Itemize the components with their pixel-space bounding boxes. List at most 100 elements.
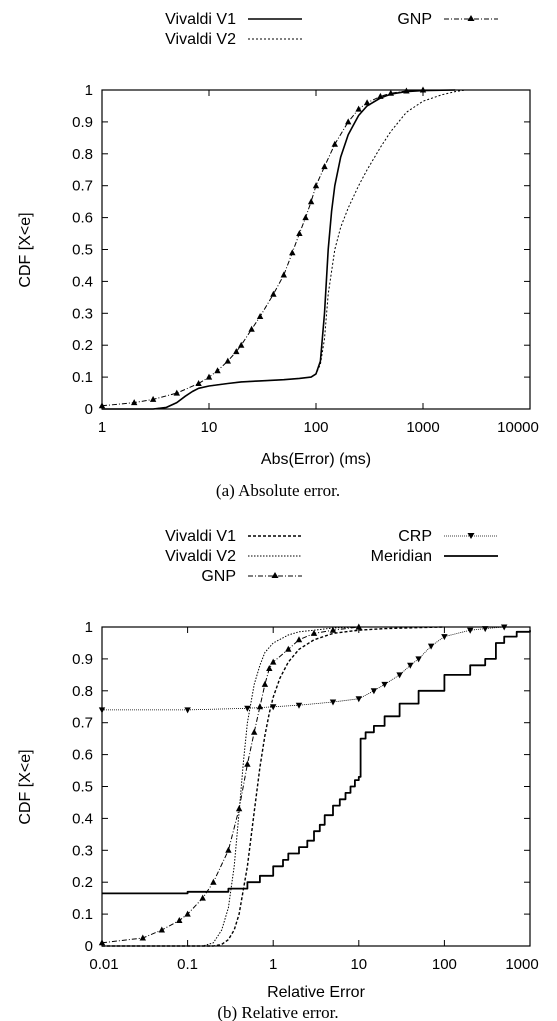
y-tick-a: 0.5 xyxy=(72,242,530,259)
y-axis-label-b: CDF [X<e] xyxy=(17,749,34,824)
y-tick-b: 0.7 xyxy=(72,715,530,732)
x-tick-b: 0.1 xyxy=(177,627,198,973)
caption-a: (a) Absolute error. xyxy=(216,481,340,500)
x-axis-a: 1 10 100 1000 10000 xyxy=(98,90,539,436)
series-marker-gnp xyxy=(235,805,243,812)
y-tick-a: 0.1 xyxy=(72,369,530,386)
y-tick-a: 0.6 xyxy=(72,210,530,227)
series-marker-gnp xyxy=(289,249,296,256)
y-tick-label-b: 0.5 xyxy=(72,779,93,796)
y-tick-b: 0.5 xyxy=(72,779,530,796)
x-tick-label-a: 10 xyxy=(201,419,218,436)
series-marker-gnp xyxy=(251,728,258,735)
legend-a-label-gnp: GNP xyxy=(397,11,432,28)
series-marker-crp xyxy=(467,627,474,634)
series-marker-gnp xyxy=(355,105,362,112)
series-marker-gnp xyxy=(270,658,277,665)
series-marker-crp xyxy=(441,634,448,641)
series-line-vivaldi-v1 xyxy=(102,626,445,947)
series-marker-crp xyxy=(427,643,435,650)
y-tick-b: 0.4 xyxy=(72,810,530,827)
series-marker-gnp xyxy=(295,636,303,643)
series-marker-crp xyxy=(381,681,388,688)
y-tick-label-b: 1 xyxy=(85,619,93,636)
series-marker-crp xyxy=(329,699,337,706)
series-marker-gnp xyxy=(225,846,232,853)
legend-b-label-gnp: GNP xyxy=(201,568,236,585)
caption-b: (b) Relative error. xyxy=(217,1003,338,1021)
legend-a-marker-gnp xyxy=(467,15,475,21)
legend-b-label-vivaldi-v1: Vivaldi V1 xyxy=(165,528,236,545)
y-tick-label-a: 0.1 xyxy=(72,369,93,386)
legend-a-label-vivaldi-v1: Vivaldi V1 xyxy=(165,11,236,28)
series-marker-gnp xyxy=(312,182,320,189)
series-marker-gnp xyxy=(307,198,315,205)
x-tick-label-b: 1000 xyxy=(505,956,538,973)
series-marker-gnp xyxy=(329,626,337,633)
y-tick-b: 0.2 xyxy=(72,874,530,891)
y-tick-a: 0.7 xyxy=(72,178,530,195)
x-tick-label-b: 10 xyxy=(350,956,367,973)
series-marker-gnp xyxy=(139,934,146,941)
x-tick-b: 1000 xyxy=(505,627,539,973)
y-tick-label-a: 0.2 xyxy=(72,337,93,354)
series-group-a xyxy=(98,86,466,410)
series-marker-gnp xyxy=(195,380,202,386)
series-marker-gnp xyxy=(302,214,309,221)
series-marker-gnp xyxy=(233,348,240,355)
plot-frame-a xyxy=(101,89,531,410)
series-marker-crp xyxy=(407,662,414,669)
y-tick-label-b: 0.3 xyxy=(72,842,93,859)
y-tick-label-b: 0.1 xyxy=(72,906,93,923)
legend-b-label-crp: CRP xyxy=(398,528,432,545)
y-tick-label-b: 0.8 xyxy=(72,683,93,700)
x-tick-b: 100 xyxy=(432,627,457,973)
y-tick-label-a: 0.6 xyxy=(72,210,93,227)
series-line-vivaldi-v2 xyxy=(102,626,359,947)
series-marker-gnp xyxy=(244,760,251,767)
y-tick-label-a: 0.8 xyxy=(72,146,93,163)
x-axis-label-b: Relative Error xyxy=(267,984,365,1001)
series-marker-gnp xyxy=(321,163,328,170)
series-marker-gnp xyxy=(238,341,245,348)
x-tick-b: 10 xyxy=(350,627,367,973)
series-marker-crp xyxy=(501,624,508,631)
series-marker-gnp xyxy=(280,271,287,278)
series-marker-gnp xyxy=(345,118,352,125)
y-tick-label-a: 0.7 xyxy=(72,178,93,195)
series-marker-gnp xyxy=(176,917,183,923)
series-marker-gnp xyxy=(98,402,106,409)
y-tick-a: 0.2 xyxy=(72,337,530,354)
series-line-vivaldi-v2 xyxy=(102,89,466,410)
x-tick-label-a: 1000 xyxy=(406,419,439,436)
series-line-meridian xyxy=(102,630,531,895)
series-line-gnp xyxy=(101,89,424,407)
series-marker-gnp xyxy=(131,399,138,406)
series-marker-gnp xyxy=(199,894,206,901)
y-tick-label-b: 0.2 xyxy=(72,874,93,891)
y-tick-a: 1 xyxy=(85,82,530,99)
y-tick-label-a: 0.5 xyxy=(72,242,93,259)
y-tick-label-b: 0 xyxy=(85,938,93,955)
series-line-crp xyxy=(102,626,505,711)
y-tick-b: 0.8 xyxy=(72,683,530,700)
series-marker-gnp xyxy=(248,325,255,332)
series-marker-gnp xyxy=(205,373,213,380)
y-axis-b: 0 0.1 0.2 0.3 0.4 0.5 0.6 0.7 0.8 0.9 1 xyxy=(72,619,530,955)
series-marker-crp xyxy=(355,696,362,703)
series-marker-gnp xyxy=(270,290,277,297)
y-tick-b: 0.1 xyxy=(72,906,530,923)
y-tick-a: 0.8 xyxy=(72,146,530,163)
series-marker-gnp xyxy=(296,230,303,236)
y-tick-label-a: 1 xyxy=(85,82,93,99)
y-tick-b: 1 xyxy=(85,619,530,636)
series-marker-gnp xyxy=(355,623,362,630)
legend-b-marker-crp xyxy=(467,533,475,539)
series-marker-gnp xyxy=(256,313,264,319)
series-marker-gnp xyxy=(256,703,264,710)
y-tick-a: 0.9 xyxy=(72,114,530,131)
series-marker-crp xyxy=(184,707,191,714)
legend-b: Vivaldi V1 Vivaldi V2 GNP CRP Meridian xyxy=(165,528,498,585)
y-axis-a: 0 0.1 0.2 0.3 0.4 0.5 0.6 0.7 0.8 0.9 1 xyxy=(72,82,530,418)
legend-a: Vivaldi V1 Vivaldi V2 GNP xyxy=(165,11,498,48)
